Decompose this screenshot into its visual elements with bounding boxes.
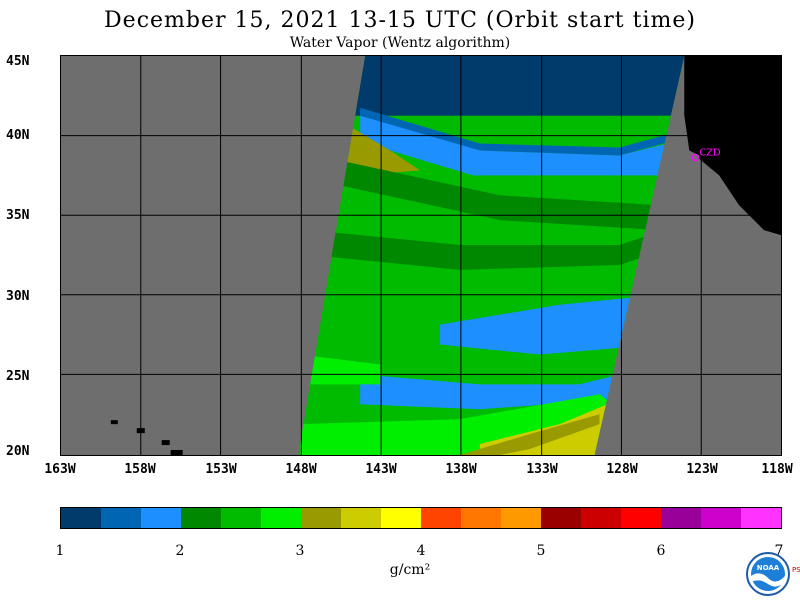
lon-label-163w: 163W xyxy=(44,462,76,477)
water-vapor-map: CZD xyxy=(60,55,782,456)
colorbar-swatch xyxy=(621,508,661,528)
colorbar-swatch xyxy=(421,508,461,528)
lon-label-133w: 133W xyxy=(526,462,558,477)
colorbar-swatch xyxy=(741,508,781,528)
colorbar xyxy=(60,507,782,529)
colorbar-tick-5: 5 xyxy=(536,543,546,559)
lon-label-118w: 118W xyxy=(761,462,793,477)
lat-label-35n: 35N xyxy=(6,208,30,223)
colorbar-swatch xyxy=(701,508,741,528)
colorbar-tick-3: 3 xyxy=(295,543,305,559)
colorbar-unit: g/cm² xyxy=(389,562,431,578)
colorbar-swatch xyxy=(61,508,101,528)
colorbar-swatch xyxy=(341,508,381,528)
colorbar-swatch xyxy=(101,508,141,528)
colorbar-tick-6: 6 xyxy=(656,543,666,559)
lat-label-25n: 25N xyxy=(6,369,30,384)
colorbar-swatch xyxy=(221,508,261,528)
colorbar-swatch xyxy=(581,508,621,528)
lon-label-138w: 138W xyxy=(445,462,477,477)
lat-label-30n: 30N xyxy=(6,289,30,304)
coastal-no-data xyxy=(659,115,700,256)
lon-label-158w: 158W xyxy=(124,462,156,477)
noaa-logo-text: NOAA xyxy=(757,564,780,572)
lat-label-40n: 40N xyxy=(6,128,30,143)
colorbar-swatch xyxy=(541,508,581,528)
lon-label-128w: 128W xyxy=(606,462,638,477)
lon-label-123w: 123W xyxy=(686,462,718,477)
colorbar-swatch xyxy=(381,508,421,528)
colorbar-swatch xyxy=(141,508,181,528)
colorbar-swatch xyxy=(661,508,701,528)
station-marker xyxy=(691,153,699,162)
hawaii-kauai xyxy=(110,420,118,425)
map-subtitle: Water Vapor (Wentz algorithm) xyxy=(289,35,511,51)
lat-label-45n: 45N xyxy=(6,54,30,69)
lat-label-20n: 20N xyxy=(6,444,30,459)
colorbar-tick-7: 7 xyxy=(774,543,784,559)
colorbar-swatch xyxy=(501,508,541,528)
station-label: CZD xyxy=(699,148,721,159)
colorbar-swatch xyxy=(181,508,221,528)
colorbar-tick-1: 1 xyxy=(55,543,65,559)
california-land xyxy=(684,56,781,236)
psl-text: PSL xyxy=(792,566,800,574)
hawaii-maui xyxy=(161,440,170,446)
colorbar-tick-2: 2 xyxy=(175,543,185,559)
noaa-logo: NOAA xyxy=(746,552,790,596)
colorbar-swatch xyxy=(461,508,501,528)
lon-label-143w: 143W xyxy=(365,462,397,477)
map-title: December 15, 2021 13-15 UTC (Orbit start… xyxy=(104,8,696,33)
colorbar-swatch xyxy=(301,508,341,528)
lon-label-148w: 148W xyxy=(285,462,317,477)
grid-lines xyxy=(61,56,781,455)
hawaii-big-island xyxy=(170,450,183,455)
colorbar-tick-4: 4 xyxy=(416,543,426,559)
lon-label-153w: 153W xyxy=(205,462,237,477)
colorbar-swatch xyxy=(261,508,301,528)
